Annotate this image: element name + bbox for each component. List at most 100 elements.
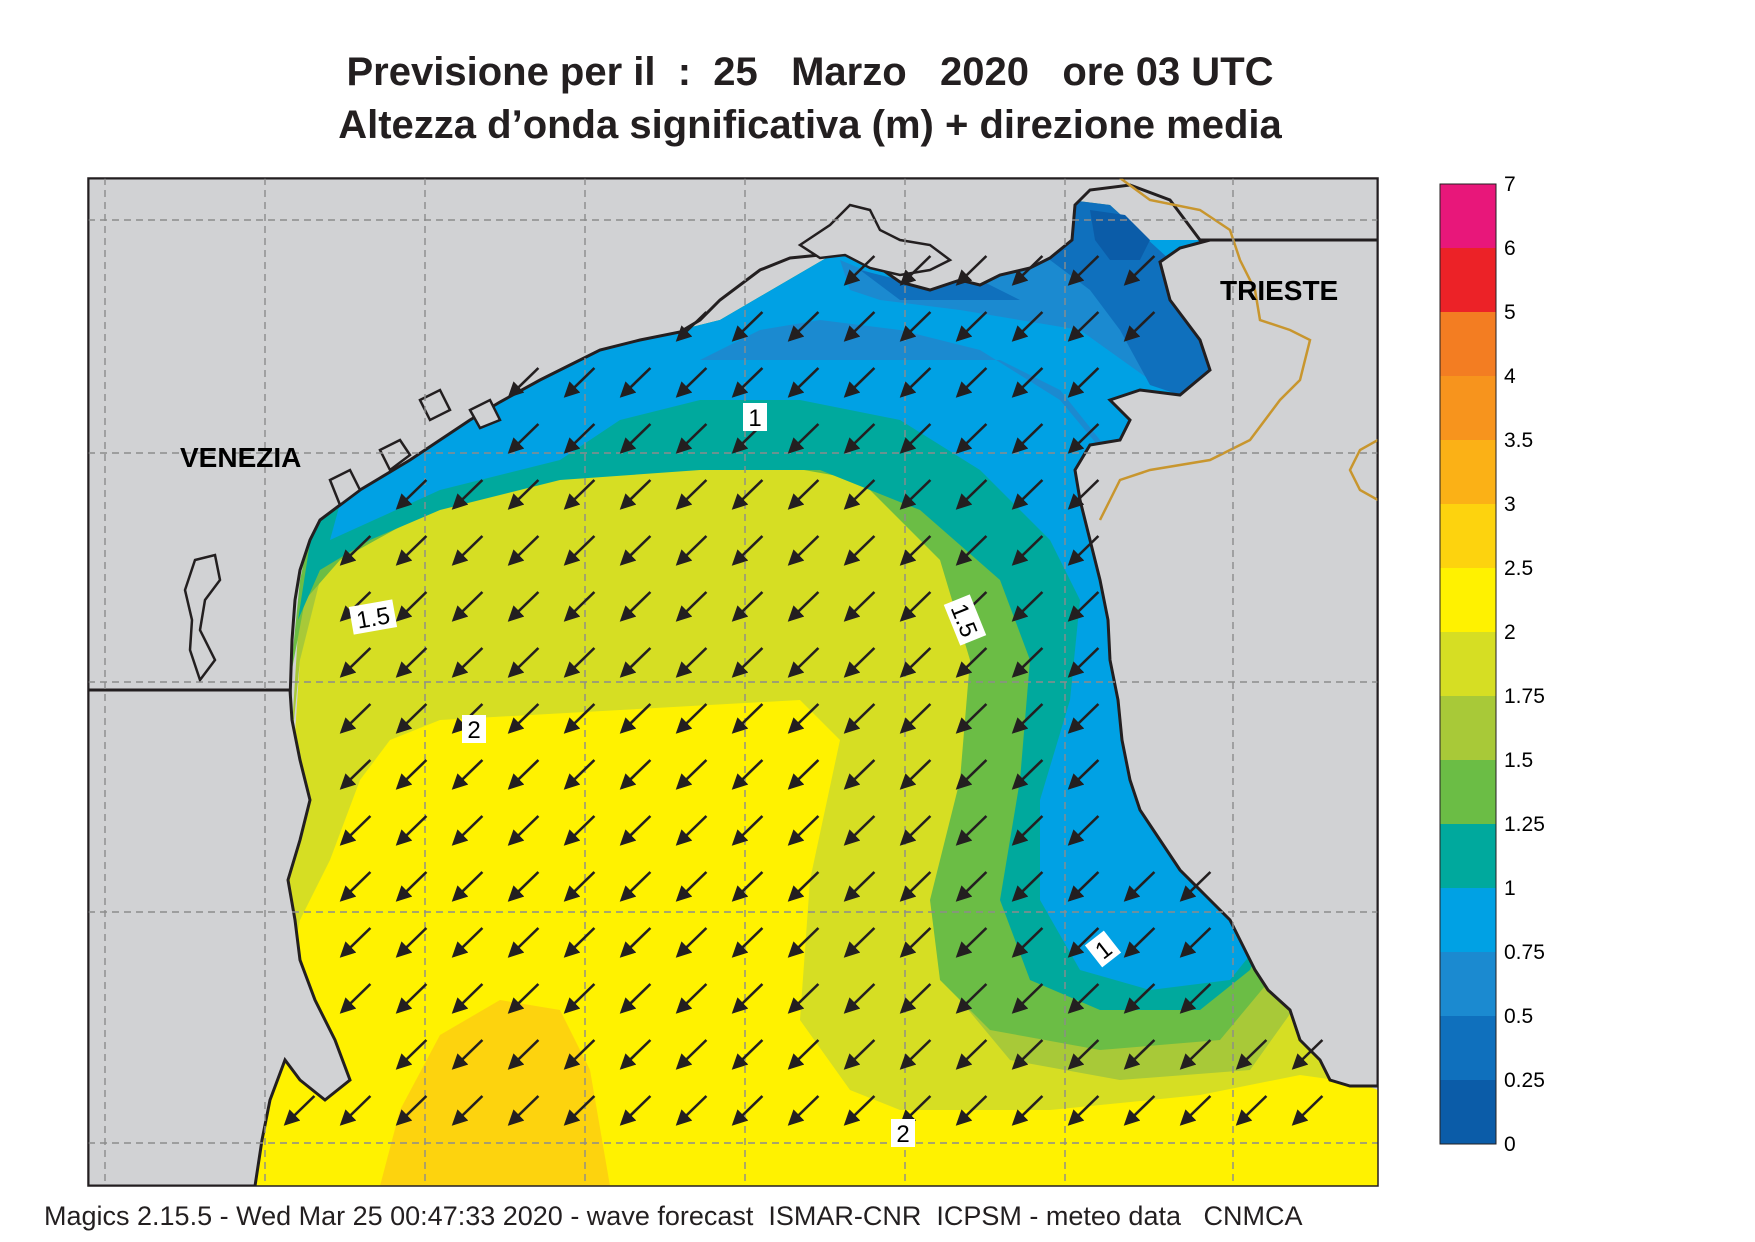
wave-arrow (1235, 1039, 1268, 1070)
sea-band-2.5-3 (380, 1000, 610, 1186)
colorbar-tick-label: 0.25 (1504, 1069, 1545, 1092)
colorbar-swatch (1440, 888, 1496, 952)
wave-arrow (339, 535, 372, 566)
wave-arrow (955, 815, 988, 846)
wave-arrow (1179, 927, 1212, 958)
wave-arrow (507, 927, 540, 958)
colorbar-tick-label: 3.5 (1504, 429, 1533, 452)
wave-arrow (563, 591, 596, 622)
wave-arrow (1067, 255, 1100, 286)
wave-arrow (1011, 927, 1044, 958)
wave-direction-arrows (283, 255, 1324, 1126)
wave-arrow (619, 423, 652, 454)
wave-arrow (563, 1095, 596, 1126)
wave-arrow (731, 983, 764, 1014)
wave-arrow (675, 591, 708, 622)
wave-arrow (899, 1039, 932, 1070)
colorbar-swatch (1440, 568, 1496, 632)
wave-arrow (731, 367, 764, 398)
wave-arrow (395, 647, 428, 678)
wave-arrow (507, 759, 540, 790)
wave-arrow (339, 759, 372, 790)
wave-arrow (451, 479, 484, 510)
wave-arrow (787, 1095, 820, 1126)
wave-arrow (507, 479, 540, 510)
wave-arrow (1067, 927, 1100, 958)
wave-arrow (451, 1095, 484, 1126)
wave-arrow (843, 1039, 876, 1070)
colorbar-swatch (1440, 184, 1496, 248)
wave-arrow (1067, 535, 1100, 566)
wave-arrow (955, 927, 988, 958)
colorbar-swatch (1440, 632, 1496, 696)
wave-arrow (1067, 871, 1100, 902)
colorbar-swatch (1440, 696, 1496, 760)
lagoon-islands (183, 388, 502, 683)
wave-arrow (843, 871, 876, 902)
wave-arrow (731, 535, 764, 566)
wave-arrow (1011, 647, 1044, 678)
wave-arrow (1011, 1095, 1044, 1126)
wave-arrow (955, 759, 988, 790)
wave-arrow (1067, 479, 1100, 510)
wave-arrow (395, 535, 428, 566)
colorbar-swatch (1440, 824, 1496, 888)
wave-arrow (843, 1095, 876, 1126)
colorbar-swatch (1440, 952, 1496, 1016)
land-north (88, 178, 1378, 702)
wave-arrow (563, 647, 596, 678)
wave-arrow (843, 479, 876, 510)
wave-arrow (1011, 311, 1044, 342)
wave-arrow (1067, 983, 1100, 1014)
wave-arrow (955, 255, 988, 286)
contour-label: 2 (467, 717, 480, 744)
wave-arrow (1067, 423, 1100, 454)
wave-arrow (1067, 647, 1100, 678)
wave-arrow (843, 647, 876, 678)
wave-arrow (1011, 535, 1044, 566)
wave-arrow (787, 815, 820, 846)
wave-arrow (619, 591, 652, 622)
wave-arrow (1011, 591, 1044, 622)
colorbar-tick-label: 1.25 (1504, 813, 1545, 836)
wave-arrow (787, 367, 820, 398)
wave-arrow (787, 591, 820, 622)
wave-arrow (1067, 759, 1100, 790)
wave-arrow (675, 871, 708, 902)
wave-arrow (955, 983, 988, 1014)
colorbar-tick-label: 0.5 (1504, 1005, 1533, 1028)
wave-arrow (507, 423, 540, 454)
wave-arrow (1067, 703, 1100, 734)
wave-arrow (843, 759, 876, 790)
wave-arrow (395, 927, 428, 958)
colorbar-tick-label: 0.75 (1504, 941, 1545, 964)
contour-label: 2 (896, 1121, 909, 1148)
wave-arrow (1011, 423, 1044, 454)
wave-arrow (899, 423, 932, 454)
colorbar-swatch (1440, 440, 1496, 504)
wave-arrow (283, 1095, 316, 1126)
wave-arrow (563, 423, 596, 454)
wave-arrow (675, 759, 708, 790)
wave-arrow (675, 927, 708, 958)
place-label-trieste: TRIESTE (1220, 275, 1338, 306)
wave-arrow (731, 1039, 764, 1070)
wave-arrow (787, 927, 820, 958)
colorbar-tick-label: 1 (1504, 877, 1516, 900)
wave-arrow (787, 871, 820, 902)
wave-arrow (843, 311, 876, 342)
colorbar-tick-label: 0 (1504, 1133, 1516, 1156)
wave-arrow (1067, 1095, 1100, 1126)
wave-arrow (787, 1039, 820, 1070)
colorbar-tick-label: 1.75 (1504, 685, 1545, 708)
wave-arrow (955, 1095, 988, 1126)
wave-arrow (955, 647, 988, 678)
wave-arrow (619, 927, 652, 958)
wave-arrow (1011, 815, 1044, 846)
wave-arrow (899, 591, 932, 622)
wave-arrow (619, 871, 652, 902)
wave-arrow (1179, 871, 1212, 902)
wave-arrow (1123, 871, 1156, 902)
wave-arrow (563, 927, 596, 958)
wave-arrow (1067, 591, 1100, 622)
